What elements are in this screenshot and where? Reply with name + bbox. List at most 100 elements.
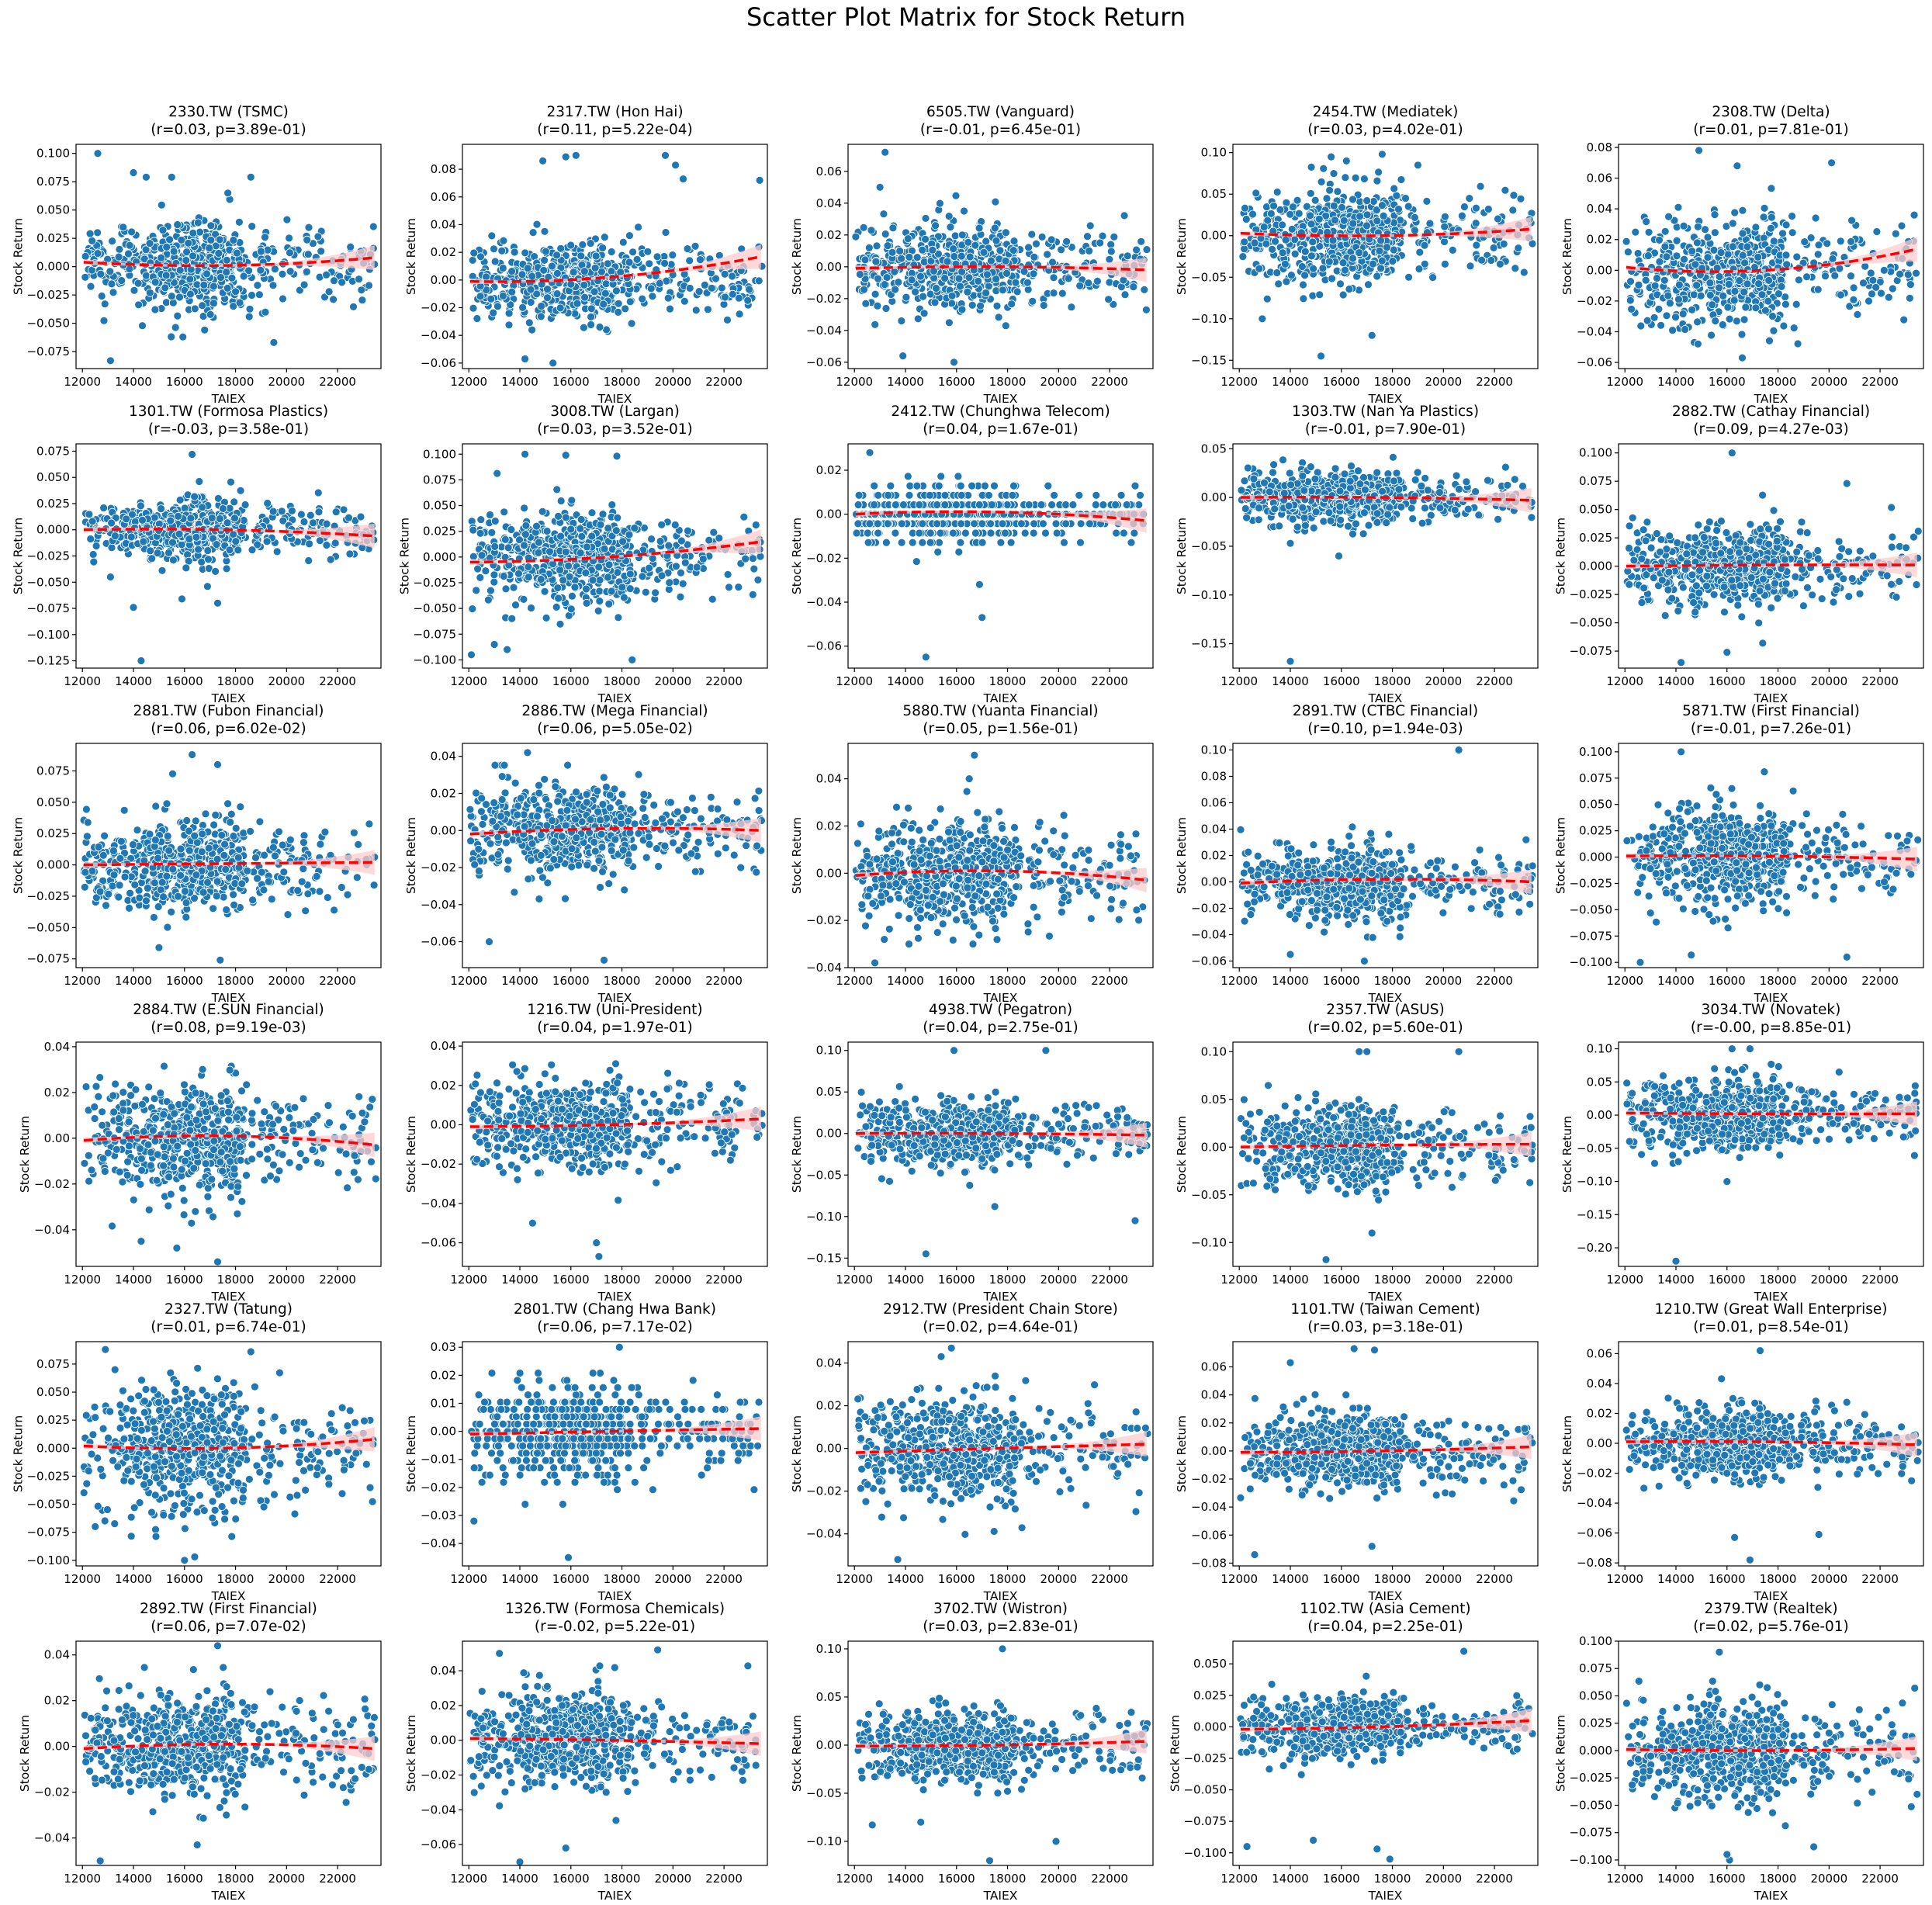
data-point: [88, 550, 98, 559]
data-point: [525, 318, 534, 327]
data-point: [1759, 213, 1768, 222]
data-point: [1392, 191, 1401, 200]
data-point: [476, 252, 485, 262]
data-point: [141, 245, 151, 255]
data-point: [660, 258, 669, 268]
data-point: [599, 300, 608, 309]
data-point: [241, 500, 250, 509]
data-point: [206, 235, 216, 244]
data-point: [100, 300, 109, 309]
data-point: [996, 538, 1006, 547]
data-point: [570, 583, 580, 592]
data-point: [234, 546, 243, 555]
data-point: [1315, 241, 1324, 251]
data-point: [1360, 175, 1369, 183]
data-point: [655, 279, 664, 288]
data-point: [1835, 264, 1844, 273]
data-point: [1528, 239, 1537, 248]
data-point: [992, 275, 1000, 283]
data-point: [891, 285, 899, 294]
x-tick-label: 22000: [1476, 375, 1513, 389]
y-tick-label: 0.02: [1587, 233, 1612, 247]
data-point: [556, 303, 565, 313]
data-point: [651, 588, 660, 597]
data-point: [1356, 212, 1364, 221]
data-point: [1779, 321, 1788, 331]
data-point: [1096, 238, 1105, 248]
x-tick-label: 14000: [501, 375, 538, 389]
data-point: [1286, 210, 1295, 219]
data-point: [1307, 162, 1316, 171]
data-point: [190, 304, 199, 313]
y-tick-label: −0.04: [421, 328, 456, 342]
x-tick-label: 18000: [217, 375, 254, 389]
data-point: [691, 306, 701, 315]
data-point: [1355, 248, 1364, 258]
data-point: [1329, 169, 1338, 178]
data-point: [1715, 283, 1724, 293]
data-point: [1328, 274, 1336, 283]
x-tick-label: 16000: [552, 674, 590, 688]
data-point: [677, 568, 685, 577]
data-point: [881, 230, 890, 239]
data-point: [1362, 210, 1372, 220]
data-point: [305, 539, 314, 549]
data-point: [1300, 271, 1309, 280]
data-point: [951, 191, 961, 200]
data-point: [657, 571, 667, 580]
data-point: [576, 251, 586, 261]
y-tick-label: −0.075: [413, 627, 456, 641]
data-point: [647, 535, 656, 543]
data-point: [189, 251, 198, 261]
y-tick-label: −0.050: [26, 317, 70, 331]
x-tick-label: 20000: [1425, 375, 1462, 389]
data-point: [1271, 237, 1279, 246]
data-point: [1511, 264, 1520, 273]
data-point: [518, 303, 527, 312]
data-point: [1813, 285, 1823, 294]
data-point: [1331, 216, 1339, 225]
data-point: [594, 606, 603, 615]
data-point: [638, 294, 647, 303]
data-point: [542, 614, 551, 622]
data-point: [643, 247, 653, 256]
y-tick-label: 0.075: [36, 175, 70, 189]
data-point: [269, 338, 279, 347]
data-point: [1300, 247, 1310, 256]
x-tick-label: 12000: [836, 375, 873, 389]
data-point: [625, 297, 635, 307]
data-point: [895, 247, 905, 255]
data-point: [549, 358, 558, 368]
data-point: [139, 537, 148, 546]
data-point: [1859, 279, 1868, 288]
data-point: [1142, 245, 1151, 255]
data-point: [1098, 231, 1107, 241]
data-point: [1622, 237, 1631, 246]
data-point: [1653, 274, 1661, 282]
data-point: [330, 276, 338, 286]
axes-frame: [1232, 144, 1539, 369]
data-point: [1644, 227, 1653, 237]
data-point: [286, 267, 295, 276]
data-point: [704, 305, 712, 314]
data-point: [1757, 290, 1767, 300]
data-point: [1043, 250, 1052, 259]
data-point: [1847, 216, 1857, 225]
data-point: [612, 452, 621, 461]
data-point: [679, 175, 687, 184]
data-point: [1674, 203, 1683, 212]
x-tick-label: 14000: [1657, 375, 1695, 389]
data-point: [1290, 235, 1299, 244]
data-point: [324, 287, 334, 296]
data-point: [106, 356, 115, 365]
data-point: [499, 291, 507, 300]
subplot-stats: (r=0.03, p=3.52e-01): [537, 421, 693, 438]
data-point: [88, 236, 97, 245]
data-point: [1104, 295, 1113, 304]
data-point: [569, 268, 578, 277]
data-point: [992, 236, 1001, 245]
data-point: [561, 152, 570, 161]
data-point: [270, 265, 279, 274]
data-point: [540, 587, 549, 596]
data-point: [1847, 272, 1855, 281]
